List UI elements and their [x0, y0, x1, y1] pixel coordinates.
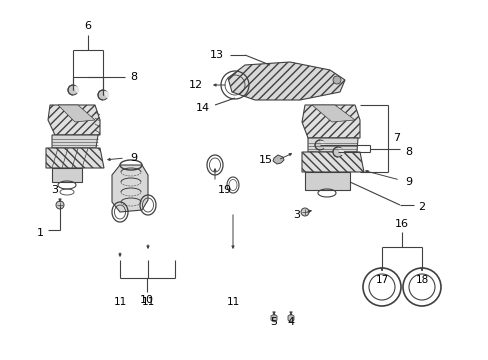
Text: 1: 1	[37, 228, 44, 238]
Polygon shape	[307, 138, 357, 152]
Text: 2: 2	[417, 202, 424, 212]
Polygon shape	[287, 314, 293, 322]
Wedge shape	[103, 91, 109, 99]
Circle shape	[301, 208, 308, 216]
Polygon shape	[227, 62, 345, 100]
Text: 13: 13	[209, 50, 224, 60]
Polygon shape	[302, 105, 359, 138]
Polygon shape	[52, 135, 98, 148]
Text: 18: 18	[414, 275, 428, 285]
Wedge shape	[73, 86, 79, 94]
Text: 17: 17	[375, 275, 388, 285]
Text: 14: 14	[196, 103, 209, 113]
Text: 19: 19	[218, 185, 232, 195]
Text: 10: 10	[140, 295, 154, 305]
Text: 15: 15	[259, 155, 272, 165]
Polygon shape	[270, 314, 276, 322]
Polygon shape	[52, 168, 82, 182]
Text: 12: 12	[188, 80, 203, 90]
Polygon shape	[48, 105, 100, 135]
Text: 11: 11	[226, 297, 239, 307]
Wedge shape	[319, 141, 325, 148]
Polygon shape	[58, 105, 95, 122]
Polygon shape	[272, 155, 284, 164]
Text: 11: 11	[141, 297, 154, 307]
Text: 5: 5	[270, 317, 277, 327]
Text: 6: 6	[84, 21, 91, 31]
Polygon shape	[46, 148, 104, 168]
Circle shape	[332, 76, 340, 84]
Text: 8: 8	[130, 72, 137, 82]
Circle shape	[314, 140, 325, 150]
Polygon shape	[311, 105, 354, 122]
Polygon shape	[302, 152, 363, 172]
Text: 7: 7	[392, 133, 399, 143]
Text: 3: 3	[51, 185, 59, 195]
Text: 9: 9	[130, 153, 137, 163]
Text: 16: 16	[394, 219, 408, 229]
Circle shape	[332, 147, 342, 157]
Circle shape	[68, 85, 78, 95]
Text: 4: 4	[287, 317, 294, 327]
Wedge shape	[337, 148, 343, 156]
Polygon shape	[112, 165, 148, 212]
Circle shape	[56, 201, 64, 209]
Text: 9: 9	[404, 177, 411, 187]
Text: 3: 3	[292, 210, 299, 220]
Text: 11: 11	[113, 297, 126, 307]
Circle shape	[98, 90, 108, 100]
Polygon shape	[305, 172, 349, 190]
Text: 8: 8	[404, 147, 411, 157]
